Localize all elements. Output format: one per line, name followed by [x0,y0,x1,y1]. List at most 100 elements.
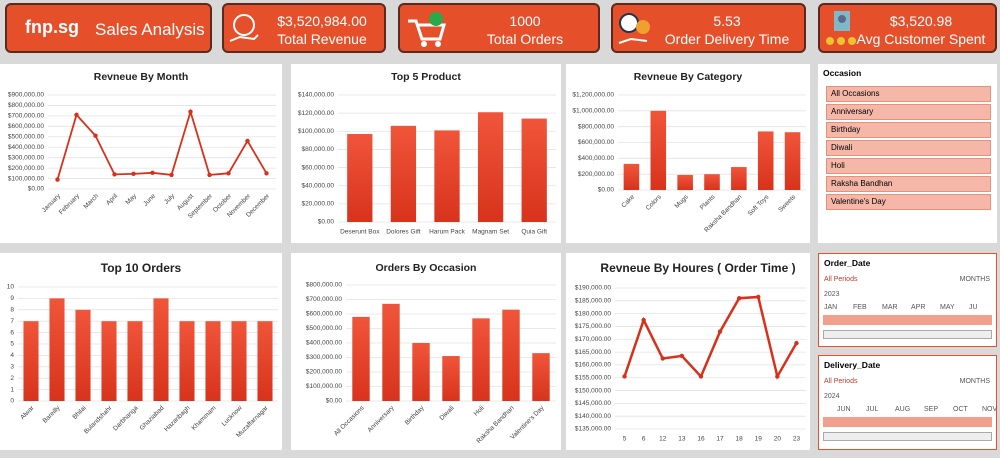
logo: fnp.sg [25,17,79,37]
month: JU [969,304,978,311]
kpi-label: Total Revenue [277,31,367,47]
point [736,296,742,301]
y-tick-label: $400,000.00 [578,155,615,162]
y-tick-label: 8 [10,307,14,314]
point [188,109,193,114]
x-tick-label: 17 [716,436,724,443]
y-tick-label: $0.00 [326,398,343,405]
y-tick-label: $900,000.00 [8,92,45,99]
bar [757,131,774,190]
bar [677,174,693,190]
bar [75,309,91,401]
bar [521,118,547,222]
point [150,170,155,176]
y-tick-label: $0.00 [598,187,615,194]
point [794,340,799,346]
y-tick-label: $1,200,000.00 [572,92,614,99]
slicer-item[interactable]: Holi [826,158,991,174]
y-tick-label: $60,000.00 [301,164,334,171]
slicer-item[interactable]: Valentine's Day [826,194,991,210]
point [169,172,174,178]
y-tick-label: $140,000.00 [298,92,335,99]
bar [257,321,273,401]
kpi-value: $3,520.98 [889,13,953,29]
slicer-item[interactable]: All Occasions [826,86,991,102]
y-tick-label: 2 [10,375,14,382]
y-tick-label: $600,000.00 [578,139,615,146]
bar [347,134,373,222]
month: JUN [837,406,851,413]
x-tick-label: 13 [678,436,686,443]
kpi: 1000 Total Orders [450,12,600,48]
month: JUL [866,406,879,413]
y-tick-label: 5 [10,341,14,348]
slicer-item[interactable]: Diwali [826,140,991,156]
y-tick-label: $200,000.00 [578,171,615,178]
kpi-value: 1000 [509,13,541,29]
y-tick-label: $170,000.00 [575,336,612,343]
point [756,294,761,300]
y-tick-label: $1,000,000.00 [572,108,614,115]
point [264,171,269,176]
y-tick-label: $800,000.00 [306,282,343,289]
money-icon [229,14,259,42]
logo-tile: fnp.sg Sales Analysis [5,3,212,53]
slicer-item[interactable]: Raksha Bandhan [826,176,991,192]
y-tick-label: 10 [7,284,15,291]
bar [731,167,747,190]
y-tick-label: $150,000.00 [575,387,612,394]
chart-title: Top 5 Product [391,71,461,83]
x-tick-label: 23 [793,436,801,443]
chart-panel [566,253,810,450]
y-tick-label: $800,000.00 [8,102,45,109]
y-tick-label: $200,000.00 [8,165,45,172]
slicer-item[interactable]: Birthday [826,122,991,138]
x-tick-label: Quia Gift [521,229,547,236]
month: JAN [824,304,838,311]
month: MAR [882,304,898,311]
month: SEP [924,406,939,413]
customer-icon [826,11,856,45]
order-date-slicer: Order_Date All Periods MONTHS 2023 JAN FEB MAR… [818,253,997,347]
delivery-date-slicer: Delivery_Date All Periods MONTHS 2024 JUN JUL… [818,355,997,450]
delivery-icon [618,13,650,44]
slicer-title: Delivery_Date [824,360,881,370]
line [56,108,268,180]
year: 2024 [824,393,840,400]
chart-title: Top 10 Orders [101,261,182,275]
chart-title: Orders By Occasion [376,262,477,274]
year: 2023 [824,291,840,298]
occasion-slicer: Occasion All Occasions Anniversary Birthda… [818,64,997,243]
y-tick-label: $185,000.00 [575,298,612,305]
kpi: 5.53 Order Delivery Time [649,12,805,48]
kpi-label: Order Delivery Time [664,31,790,47]
point [55,177,60,182]
y-tick-label: $40,000.00 [301,182,334,189]
point [112,172,117,177]
bar [442,356,460,401]
y-tick-label: $500,000.00 [8,133,45,140]
bar [412,343,430,401]
timeline-bar [823,315,992,325]
x-tick-label: 16 [697,436,705,443]
y-tick-label: 7 [10,318,14,325]
bar [205,321,221,401]
y-tick-label: $300,000.00 [306,354,343,361]
slicer-item[interactable]: Anniversary [826,104,991,120]
month: AUG [895,406,911,413]
y-tick-label: $190,000.00 [575,285,612,292]
y-tick-label: $400,000.00 [8,144,45,151]
y-tick-label: 9 [10,295,14,302]
unit: MONTHS [959,276,990,283]
y-tick-label: $600,000.00 [8,123,45,130]
timeline-bar [823,417,992,427]
point [775,374,780,379]
kpi-label: Total Orders [486,31,564,47]
bar [477,112,504,222]
line [623,295,798,380]
kpi: $3,520,984.00 Total Revenue [262,12,382,48]
kpi-value: 5.53 [713,13,741,29]
bar [382,303,400,401]
x-tick-label: Dolores Gift [386,229,421,236]
bar [231,321,247,401]
